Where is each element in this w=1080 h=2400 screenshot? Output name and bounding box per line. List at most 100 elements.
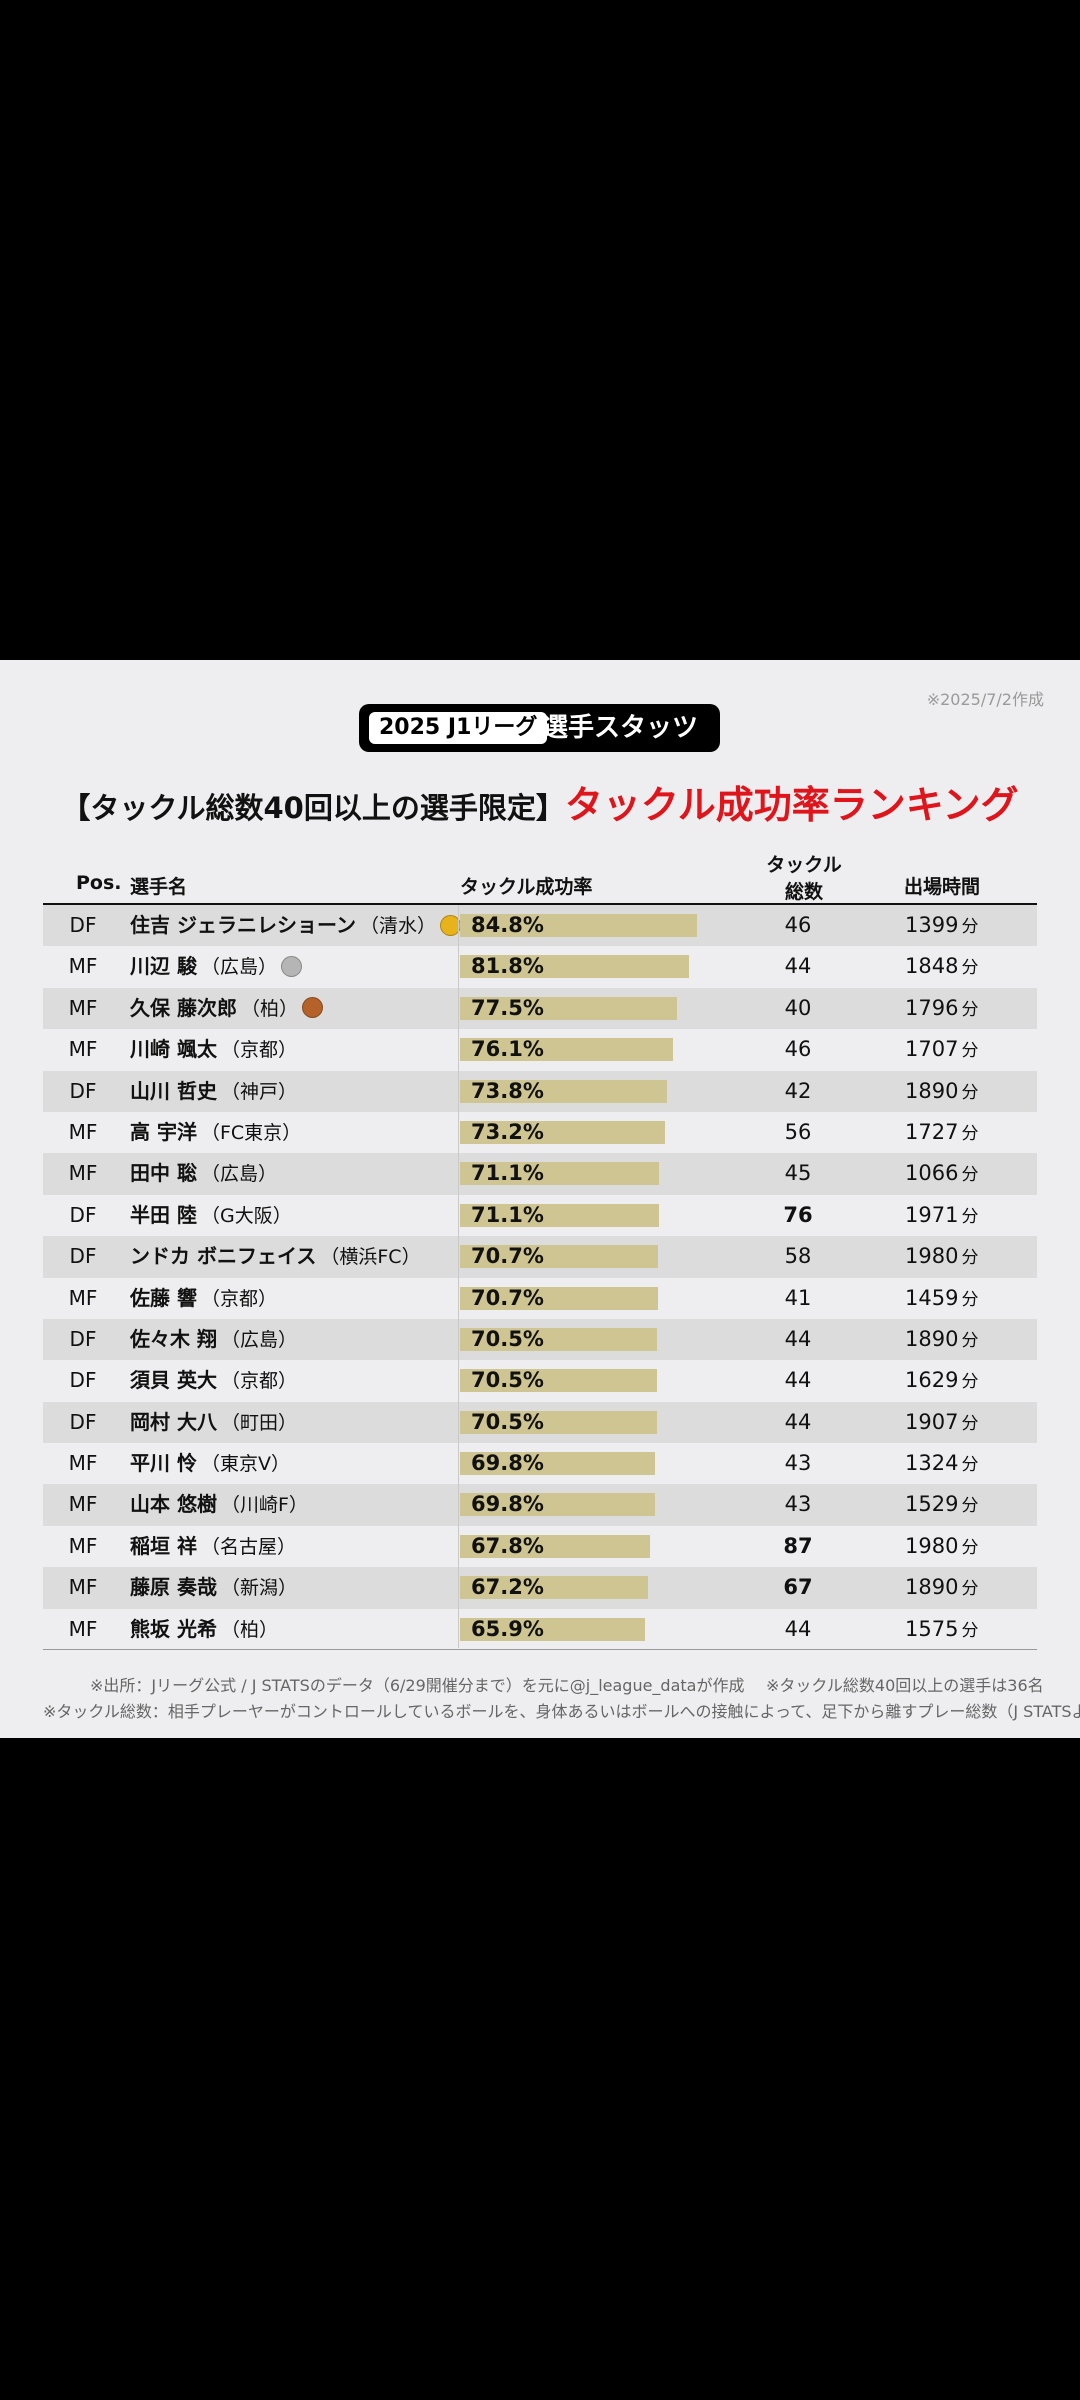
player-team: （京都） (220, 1370, 297, 1393)
table-row: DF 山川 哲史 （神戸） 73.8% 42 1890 分 (43, 1070, 1037, 1113)
player-name: 川崎 颯太 (130, 1037, 217, 1062)
tackles-cell: 43 (784, 1492, 812, 1517)
position-cell: DF (69, 1409, 97, 1434)
league-label: 2025 J1リーグ (369, 712, 548, 744)
title-condition: 【タックル総数40回以上の選手限定】 (61, 791, 565, 825)
minutes-unit: 分 (961, 1620, 979, 1641)
position-cell: DF (69, 913, 97, 937)
header-divider (43, 903, 1037, 905)
position-cell: DF (69, 1326, 97, 1351)
column-header-total: タックル 総数 (764, 850, 844, 904)
table-row: MF 川崎 颯太 （京都） 76.1% 46 1707 分 (43, 1029, 1037, 1070)
minutes-value: 1459 (905, 1285, 959, 1310)
minutes-unit: 分 (961, 1330, 979, 1351)
minutes-cell: 1890 分 (905, 1567, 978, 1610)
player-name: ンドカ ボニフェイス (130, 1244, 317, 1269)
minutes-value: 1980 (905, 1244, 959, 1269)
rate-bar (460, 1245, 658, 1269)
player-name: 熊坂 光希 (130, 1616, 217, 1641)
minutes-cell: 1727 分 (905, 1112, 978, 1155)
player-cell: 川辺 駿（広島） (130, 946, 302, 988)
minutes-unit: 分 (961, 1165, 979, 1186)
tackles-cell: 42 (784, 1078, 812, 1103)
rate-value: 70.7% (471, 1244, 544, 1269)
player-name: 藤原 奏哉 (130, 1575, 217, 1600)
minutes-unit: 分 (961, 1123, 979, 1144)
column-divider (458, 905, 459, 1648)
column-header-pos: Pos. (76, 872, 122, 894)
rate-bar (460, 1203, 660, 1227)
minutes-unit: 分 (961, 958, 979, 979)
table-row: MF 久保 藤次郎 （柏） 77.5% 40 1796 分 (43, 987, 1037, 1030)
rate-value: 73.8% (471, 1078, 544, 1103)
rate-bar (460, 1534, 650, 1558)
player-name: 平川 怜 (130, 1451, 197, 1476)
minutes-value: 1727 (905, 1119, 959, 1144)
tackles-cell: 44 (784, 1368, 812, 1393)
player-cell: 山川 哲史 （神戸） (130, 1071, 297, 1113)
rate-bar (460, 1617, 645, 1641)
player-team: （G大阪） (200, 1204, 292, 1227)
minutes-cell: 1459 分 (905, 1278, 978, 1321)
rate-bar (460, 1410, 658, 1434)
position-cell: MF (68, 1161, 98, 1186)
player-cell: 住吉 ジェラニレショーン （清水） (130, 905, 461, 947)
rate-value: 76.1% (471, 1037, 544, 1062)
minutes-value: 1907 (905, 1409, 959, 1434)
player-cell: 川崎 颯太 （京都） (130, 1029, 297, 1071)
tackles-cell: 46 (784, 913, 812, 937)
minutes-value: 1575 (905, 1616, 959, 1641)
minutes-unit: 分 (961, 1206, 979, 1227)
position-cell: MF (68, 1119, 98, 1144)
table-row: MF 田中 聡（広島） 71.1% 45 1066 分 (43, 1153, 1037, 1195)
tackles-cell: 46 (784, 1037, 812, 1062)
definition-note: ※タックル総数：相手プレーヤーがコントロールしているボールを、身体あるいはボール… (43, 1702, 1080, 1721)
player-team: （新潟） (220, 1577, 297, 1600)
rate-value: 70.7% (471, 1285, 544, 1310)
player-team: （京都） (200, 1287, 277, 1310)
column-header-minutes: 出場時間 (904, 876, 981, 898)
table-row: MF 山本 悠樹 （川崎F） 69.8% 43 1529 分 (43, 1484, 1037, 1526)
minutes-unit: 分 (961, 1413, 979, 1434)
tackles-cell: 76 (783, 1202, 813, 1227)
player-name: 半田 陸 (130, 1202, 197, 1227)
rate-bar (460, 1369, 658, 1393)
table-row: DF ンドカ ボニフェイス （横浜FC） 70.7% 58 1980 分 (43, 1236, 1037, 1279)
footer-divider (43, 1649, 1037, 1650)
player-team: （FC東京） (200, 1121, 302, 1144)
page-title: 【タックル総数40回以上の選手限定】タックル成功率ランキング (0, 774, 1080, 829)
minutes-unit: 分 (961, 1496, 979, 1517)
tackles-cell: 56 (784, 1119, 812, 1144)
position-cell: MF (68, 1575, 98, 1600)
player-team: （横浜FC） (320, 1246, 421, 1269)
tackles-cell: 87 (783, 1533, 813, 1558)
rate-value: 73.2% (471, 1119, 544, 1144)
minutes-value: 1796 (905, 995, 959, 1020)
tackles-cell: 44 (784, 954, 812, 979)
minutes-cell: 1707 分 (905, 1029, 978, 1072)
tackles-cell: 44 (784, 1326, 812, 1351)
rate-bar (460, 1286, 658, 1310)
minutes-value: 1629 (905, 1368, 959, 1393)
tackles-cell: 58 (784, 1244, 812, 1269)
minutes-cell: 1629 分 (905, 1360, 978, 1403)
player-cell: ンドカ ボニフェイス （横浜FC） (130, 1236, 421, 1278)
minutes-cell: 1980 分 (905, 1236, 978, 1279)
player-cell: 須貝 英大 （京都） (130, 1360, 297, 1402)
table-row: DF 住吉 ジェラニレショーン （清水） 84.8% 46 1399 分 (43, 905, 1037, 947)
player-team: （柏） (220, 1618, 278, 1641)
player-team: （清水） (359, 915, 436, 937)
position-cell: MF (68, 995, 98, 1020)
minutes-value: 1848 (905, 954, 959, 979)
player-cell: 熊坂 光希 （柏） (130, 1609, 278, 1651)
table-row: DF 半田 陸（G大阪） 71.1% 76 1971 分 (43, 1195, 1037, 1236)
player-cell: 平川 怜（東京V） (130, 1443, 290, 1485)
badge-label: 選手スタッツ (542, 713, 699, 743)
tackles-cell: 44 (784, 1409, 812, 1434)
player-name: 山川 哲史 (130, 1078, 217, 1103)
minutes-unit: 分 (961, 999, 979, 1020)
source-note: ※出所：Jリーグ公式 / J STATSのデータ（6/29開催分まで）を元に@j… (90, 1676, 745, 1695)
column-header-total-line1: タックル (766, 854, 842, 876)
minutes-unit: 分 (961, 917, 979, 937)
player-name: 高 宇洋 (130, 1119, 197, 1144)
